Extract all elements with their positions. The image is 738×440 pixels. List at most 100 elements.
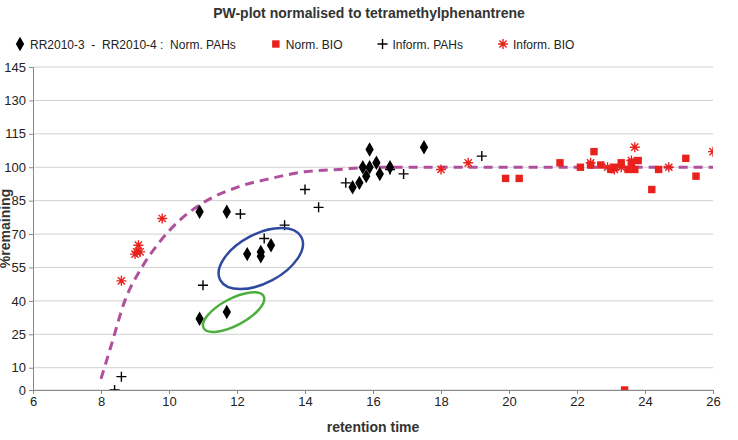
tick: 145: [4, 60, 33, 75]
point: [223, 205, 231, 219]
grid-line: [33, 267, 713, 268]
tick-label: 40: [12, 294, 26, 309]
series: [116, 142, 713, 286]
y-axis-title: %remaining: [0, 189, 13, 268]
point: [621, 386, 628, 390]
point: [195, 205, 203, 219]
grid-line: [33, 334, 713, 335]
marks: [101, 140, 713, 390]
tick-mark: [29, 334, 33, 335]
point: [708, 147, 713, 157]
highlight-ellipse: [209, 215, 313, 301]
x-axis: 68101214161820222426: [30, 390, 721, 409]
point: [243, 247, 251, 261]
tick-label: 14: [298, 394, 312, 409]
point: [116, 276, 126, 286]
tick-label: 26: [706, 394, 720, 409]
tick: 20: [502, 390, 516, 409]
tick: 24: [638, 390, 652, 409]
tick-label: 0: [19, 383, 26, 398]
point: [341, 178, 351, 188]
tick-label: 12: [230, 394, 244, 409]
point: [135, 247, 145, 257]
point: [133, 240, 143, 250]
tick-label: 115: [5, 126, 26, 141]
point: [198, 280, 208, 290]
tick-label: 6: [30, 394, 37, 409]
point: [110, 385, 120, 390]
grid-line: [33, 300, 713, 301]
tick-mark: [29, 167, 33, 168]
tick: 130: [4, 93, 33, 108]
tick-label: 130: [4, 93, 26, 108]
grid-line: [33, 234, 713, 235]
legend-item: Inform. BIO: [498, 38, 574, 52]
grid-line: [33, 367, 713, 368]
point: [556, 159, 563, 166]
point: [365, 160, 373, 174]
grid-line: [33, 67, 713, 68]
tick-mark: [29, 100, 33, 101]
tick: 12: [230, 390, 244, 409]
tick: 26: [706, 390, 720, 409]
tick: 14: [298, 390, 312, 409]
legend-item: Norm. BIO: [272, 38, 342, 52]
tick: 25: [12, 327, 33, 342]
legend-label: Inform. BIO: [513, 38, 574, 52]
chart: 6810121416182022242601025405570851001151…: [0, 0, 738, 440]
tick-mark: [29, 368, 33, 369]
tick-mark: [29, 67, 33, 68]
tick: 70: [12, 227, 33, 242]
tick-label: 25: [12, 327, 26, 342]
series: [110, 151, 487, 390]
grid-line: [33, 200, 713, 201]
legend-label: Inform. PAHs: [393, 38, 463, 52]
point: [257, 249, 265, 263]
tick: 115: [5, 126, 33, 141]
point: [590, 148, 597, 155]
grid-line: [33, 100, 713, 101]
tick: 0: [19, 383, 33, 398]
point: [157, 213, 167, 223]
tick-mark: [29, 390, 33, 391]
tick-mark: [29, 301, 33, 302]
plot: 6810121416182022242601025405570851001151…: [4, 60, 720, 410]
tick: 10: [12, 360, 33, 375]
tick-label: 24: [638, 394, 652, 409]
grid-line: [33, 133, 713, 134]
point: [223, 305, 231, 319]
point: [655, 166, 662, 173]
point: [116, 372, 126, 382]
tick: 55: [12, 260, 33, 275]
tick-label: 16: [366, 394, 380, 409]
tick: 22: [570, 390, 584, 409]
point: [436, 164, 446, 174]
point: [235, 209, 245, 219]
tick-mark: [29, 134, 33, 135]
point: [477, 151, 487, 161]
tick: 10: [162, 390, 176, 409]
tick-label: 18: [434, 394, 448, 409]
point: [314, 202, 324, 212]
tick: 85: [12, 193, 33, 208]
point: [259, 234, 269, 244]
point: [385, 164, 395, 174]
point: [365, 142, 373, 156]
tick-label: 85: [12, 193, 26, 208]
point: [692, 172, 699, 179]
point: [609, 164, 619, 174]
point: [616, 162, 626, 172]
tick-label: 100: [4, 160, 26, 175]
point: [300, 185, 310, 195]
highlight-ellipse: [197, 284, 270, 340]
fit-curve: [101, 167, 713, 379]
legend-item: RR2010-3 - RR2010-4 : Norm. PAHs: [16, 37, 236, 52]
point: [502, 175, 509, 182]
point: [399, 169, 409, 179]
tick: 6: [30, 390, 37, 409]
grid: [33, 67, 713, 390]
tick: 40: [12, 294, 33, 309]
tick-label: 10: [162, 394, 176, 409]
point: [586, 158, 596, 168]
tick: 16: [366, 390, 380, 409]
